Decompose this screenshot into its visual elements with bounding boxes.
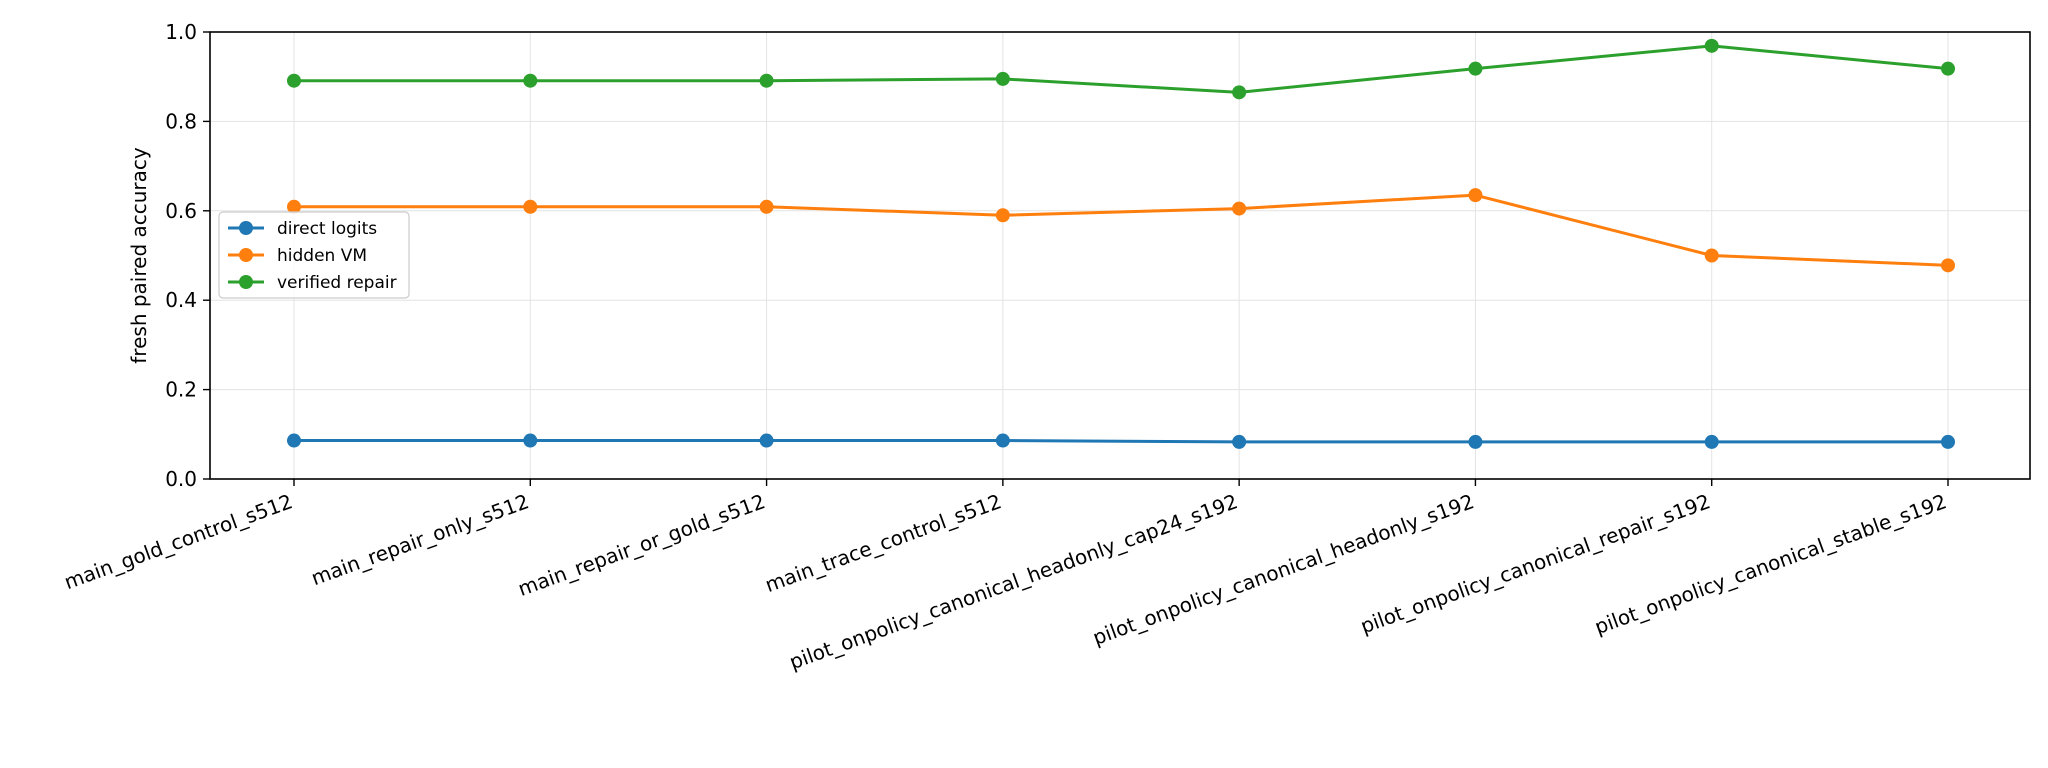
- data-point: [1468, 61, 1483, 76]
- data-point: [287, 73, 301, 88]
- data-point: [1941, 258, 1955, 273]
- data-point: [1704, 248, 1719, 263]
- series-layer: [287, 38, 1955, 449]
- legend: direct logits hidden VM verified repair: [218, 211, 410, 299]
- data-point: [1704, 434, 1719, 449]
- y-tick-label: 0.8: [165, 109, 197, 133]
- data-point: [523, 199, 538, 214]
- legend-label: verified repair: [277, 273, 397, 293]
- series-line: [294, 44, 1949, 94]
- data-point: [1232, 85, 1247, 100]
- y-tick-label: 1.0: [165, 20, 197, 44]
- data-point: [1704, 38, 1719, 53]
- data-point: [995, 208, 1010, 223]
- y-axis-label: fresh paired accuracy: [127, 147, 151, 364]
- y-axis: 0.0 0.2 0.4 0.6 0.8 1.0: [165, 20, 210, 491]
- data-point: [1941, 61, 1955, 76]
- legend-label: hidden VM: [277, 246, 367, 266]
- legend-item: direct logits: [228, 219, 377, 239]
- data-point: [759, 199, 774, 214]
- legend-box: [218, 211, 410, 299]
- series-line: [294, 193, 1949, 267]
- data-point: [1468, 188, 1483, 203]
- plot-frame: [209, 31, 2031, 480]
- legend-item: hidden VM: [228, 246, 367, 266]
- legend-label: direct logits: [277, 219, 377, 239]
- data-point: [523, 433, 538, 448]
- data-point: [995, 433, 1010, 448]
- data-point: [759, 433, 774, 448]
- data-point: [287, 199, 301, 214]
- y-tick-label: 0.0: [165, 467, 197, 491]
- data-point: [1232, 201, 1247, 216]
- y-tick-label: 0.2: [165, 378, 197, 402]
- series-direct-logits: [287, 433, 1955, 449]
- data-point: [523, 73, 538, 88]
- data-point: [995, 71, 1010, 86]
- data-point: [1468, 434, 1483, 449]
- data-point: [287, 433, 301, 448]
- legend-marker: [239, 275, 253, 289]
- series-hidden-VM: [287, 188, 1955, 273]
- y-tick-label: 0.4: [165, 288, 197, 312]
- series-line: [294, 439, 1948, 444]
- legend-marker: [239, 221, 253, 235]
- series-verified-repair: [287, 38, 1955, 100]
- y-tick-label: 0.6: [165, 199, 197, 223]
- data-point: [1232, 434, 1247, 449]
- data-point: [759, 73, 774, 88]
- legend-item: verified repair: [228, 273, 397, 293]
- data-point: [1941, 434, 1955, 449]
- legend-marker: [239, 248, 253, 262]
